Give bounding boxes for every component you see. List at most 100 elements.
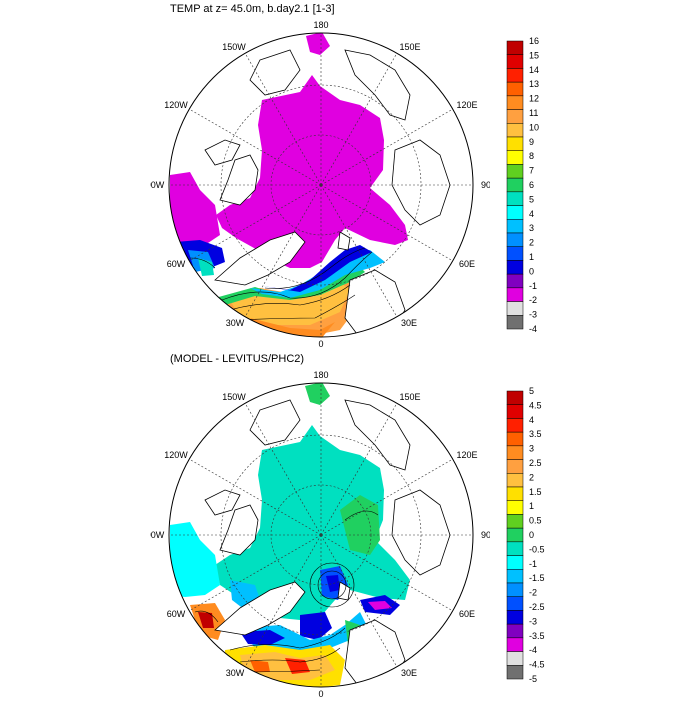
panel2-colorbar-tick-label: 0.5 [529, 516, 542, 526]
panel1-arctic-cold-field [170, 33, 408, 268]
panel2-colorbar-swatch [506, 390, 524, 405]
panel2-colorbar-swatch [506, 623, 524, 639]
panel2-colorbar-swatch [506, 459, 524, 474]
panel1-colorbar-swatch [506, 40, 524, 55]
panel1-colorbar-tick-label: 6 [529, 180, 534, 190]
panel1-colorbar-tick-label: 4 [529, 209, 534, 219]
panel2-colorbar-swatch [506, 527, 524, 543]
panel1-lon-150e: 150E [399, 42, 420, 52]
panel1-colorbar-swatch [506, 315, 524, 330]
panel1-colorbar-tick-label: 11 [529, 108, 538, 118]
panel1-lon-90w: 90W [150, 180, 165, 190]
panel2-colorbar-tick-label: 2.5 [529, 458, 542, 468]
panel2-colorbar-swatch [506, 486, 524, 501]
panel2-colorbar-tick-label: 2 [529, 472, 534, 482]
panel1-colorbar-swatch [506, 260, 524, 275]
panel1-colorbar-tick-label: 3 [529, 223, 534, 233]
panel1-colorbar-tick-label: 5 [529, 194, 534, 204]
panel2-lon-180: 180 [313, 370, 328, 380]
panel2-colorbar-swatch [506, 596, 524, 611]
panel1-lon-180: 180 [313, 20, 328, 30]
panel2-colorbar-swatch [506, 431, 524, 447]
panel2-lon-0: 0 [318, 689, 323, 699]
panel1-lon-60e: 60E [459, 259, 475, 269]
panel1-colorbar-tick-label: 12 [529, 94, 539, 104]
panel2-arctic-anomaly-field [170, 383, 410, 620]
panel2-colorbar-tick-label: 1.5 [529, 487, 542, 497]
panel1-colorbar-tick-label: 2 [529, 238, 534, 248]
panel1-lon-60w: 60W [167, 259, 186, 269]
panel1-lon-30e: 30E [401, 318, 417, 328]
panel2-colorbar-swatch [506, 582, 524, 597]
panel2-colorbar-swatch [506, 651, 524, 666]
panel2-colorbar: 5 4.5 4 3.5 3 2.5 2 1.5 1 0.5 0 -0.5 -1 -1.5 -2 -2.5 -3 -… [506, 387, 545, 684]
panel1-contours [189, 247, 373, 321]
panel1-colorbar-swatch [506, 95, 524, 110]
panel2-colorbar-swatch [506, 404, 524, 419]
panel2-colorbar-swatch [506, 445, 524, 460]
panel1-colorbar-swatch [506, 123, 524, 138]
panel2-colorbar-tick-label: 3.5 [529, 429, 542, 439]
panel1-colorbar-swatch [506, 54, 524, 69]
panel2-lon-90w: 90W [150, 530, 165, 540]
panel1-colorbar-swatch [506, 219, 524, 234]
panel2-colorbar-tick-label: -2 [529, 588, 537, 598]
panel1-colorbar-tick-label: 0 [529, 266, 534, 276]
panel2-colorbar-swatch [506, 473, 524, 488]
panel1-colorbar-tick-label: -3 [529, 310, 537, 320]
panel1-colorbar-tick-label: -1 [529, 281, 537, 291]
panel2-lon-90e: 90E [481, 530, 490, 540]
panel1-colorbar-tick-label: 16 [529, 37, 539, 46]
panel2-colorbar-tick-label: 1 [529, 501, 534, 511]
panel1-colorbar-tick-label: 13 [529, 79, 539, 89]
panel1-colorbar-swatch [506, 164, 524, 179]
panel2-lon-120e: 120E [456, 450, 477, 460]
panel1-colorbar-swatch [506, 81, 524, 97]
panel1-colorbar-swatch [506, 191, 524, 206]
panel1-title: TEMP at z= 45.0m, b.day2.1 [1-3] [170, 3, 335, 15]
panel2-polar-map: 180 150W 150E 120W 120E 90W 90E 60W 60E … [150, 370, 490, 699]
panel2-colorbar-swatch [506, 514, 524, 529]
panel2-colorbar-tick-label: 3 [529, 444, 534, 454]
panel2-lon-60e: 60E [459, 609, 475, 619]
panel2-graticule [169, 383, 473, 687]
panel2-colorbar-tick-label: 4 [529, 415, 534, 425]
panel2-colorbar-swatch [506, 569, 524, 584]
panel1-lon-120w: 120W [164, 100, 188, 110]
panel1-colorbar-tick-label: -4 [529, 324, 537, 334]
panel2-lon-150e: 150E [399, 392, 420, 402]
panel2-colorbar-tick-label: 4.5 [529, 400, 542, 410]
panel1-colorbar-swatch [506, 136, 524, 151]
panel2-colorbar-swatch [506, 418, 524, 433]
panel2-colorbar-swatch [506, 555, 524, 570]
panel1-colorbar-tick-label: 8 [529, 151, 534, 161]
panel1-colorbar-swatch [506, 232, 524, 247]
panel2-colorbar-tick-label: -4.5 [529, 660, 545, 670]
panel2-colorbar-tick-label: 0 [529, 530, 534, 540]
panel2-colorbar-tick-label: -3 [529, 616, 537, 626]
panel2-map-boundary [168, 382, 474, 688]
panel1-polar-map: 180 150W 150E 120W 120E 90W 90E 60W 60E … [150, 20, 490, 349]
panel1-colorbar-tick-label: 10 [529, 122, 539, 132]
panel1-colorbar-tick-label: 14 [529, 65, 539, 75]
panel1-colorbar-swatch [506, 301, 524, 316]
panel2-colorbar-swatch [506, 637, 524, 652]
panel1-colorbar-tick-label: 7 [529, 166, 534, 176]
panel1-colorbar-swatch [506, 109, 524, 124]
panel2-title: (MODEL - LEVITUS/PHC2) [170, 353, 305, 365]
panel2-colorbar-tick-label: -4 [529, 645, 537, 655]
panel1-lon-120e: 120E [456, 100, 477, 110]
panel2-lon-30w: 30W [226, 668, 245, 678]
panel2-colorbar-tick-label: -5 [529, 674, 537, 684]
panel2-lon-150w: 150W [222, 392, 246, 402]
panel2-lon-120w: 120W [164, 450, 188, 460]
panel2-lon-30e: 30E [401, 668, 417, 678]
panel1-colorbar-swatch [506, 246, 524, 261]
panel1-graticule [169, 33, 473, 337]
panel1-colorbar-swatch [506, 205, 524, 220]
panel1-colorbar-swatch [506, 177, 524, 193]
panel1-lon-0: 0 [318, 339, 323, 349]
panel2-colorbar-tick-label: -0.5 [529, 544, 545, 554]
panel1-lon-30w: 30W [226, 318, 245, 328]
panel1-lon-150w: 150W [222, 42, 246, 52]
